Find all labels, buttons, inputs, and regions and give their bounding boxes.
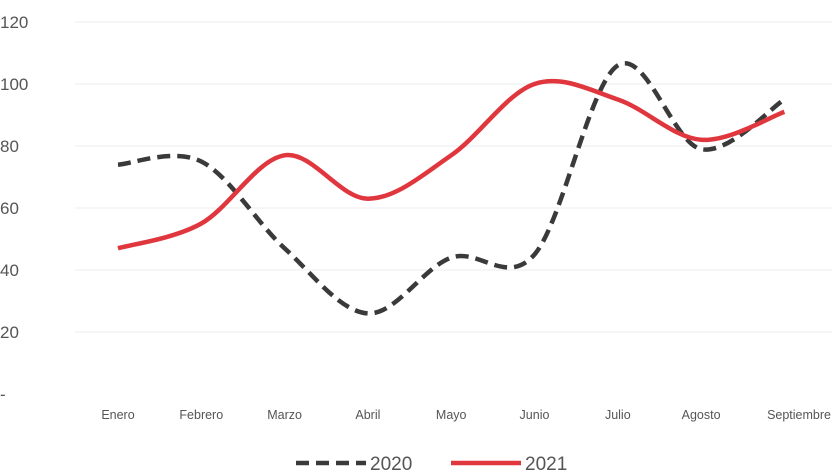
- y-tick-label: 60: [0, 199, 19, 218]
- series-lines: [117, 61, 786, 316]
- series-line-2020: [117, 61, 786, 316]
- y-tick-label: 40: [0, 261, 19, 280]
- legend: 2020 2021: [296, 454, 567, 472]
- y-tick-label: 20: [0, 323, 19, 342]
- y-tick-label: -: [0, 385, 6, 404]
- x-tick-label: Febrero: [179, 408, 223, 422]
- legend-label-2021: 2021: [525, 454, 567, 472]
- x-tick-label: Marzo: [267, 408, 302, 422]
- x-axis-tick-labels: Enero Febrero Marzo Abril Mayo Junio Julio Agos…: [101, 408, 831, 422]
- x-tick-label: Junio: [520, 408, 550, 422]
- y-tick-label: 100: [0, 75, 28, 94]
- y-tick-label: 80: [0, 137, 19, 156]
- gridlines: [75, 21, 832, 333]
- legend-label-2020: 2020: [370, 454, 412, 472]
- x-tick-label: Agosto: [682, 408, 721, 422]
- y-tick-label: 120: [0, 13, 28, 32]
- x-tick-label: Mayo: [436, 408, 467, 422]
- x-tick-label: Abril: [355, 408, 380, 422]
- x-tick-label: Julio: [605, 408, 631, 422]
- x-tick-label: Septiembre: [767, 408, 831, 422]
- series-line-2021: [117, 78, 786, 251]
- y-axis-tick-labels: - 20 40 60 80 100 120: [0, 13, 28, 404]
- x-tick-label: Enero: [101, 408, 134, 422]
